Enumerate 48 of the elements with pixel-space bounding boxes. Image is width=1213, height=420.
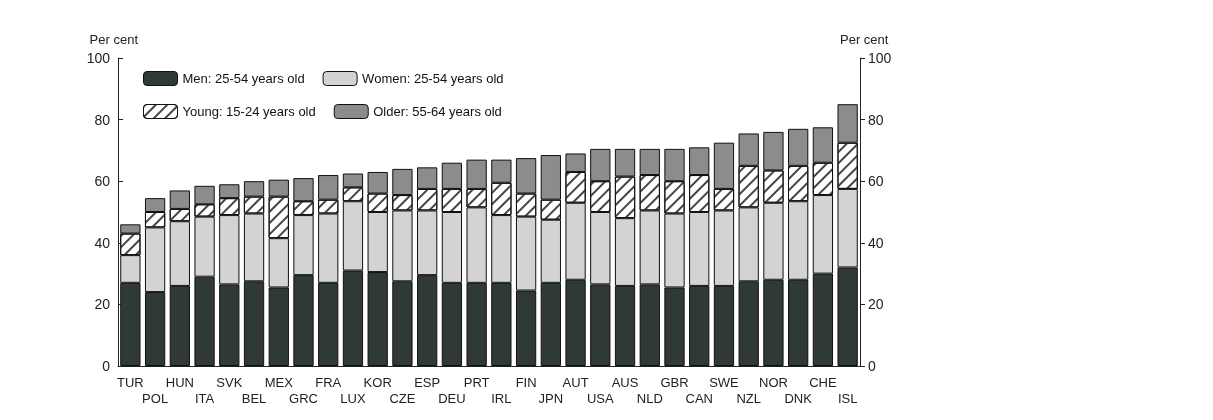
y-tick-label: 60 [94, 173, 111, 190]
x-tick-label: MEX [264, 374, 294, 390]
x-tick-label: BEL [241, 390, 267, 406]
x-tick-label: JPN [538, 390, 564, 406]
x-tick-label: ITA [194, 390, 215, 406]
x-tick-label: FIN [515, 374, 537, 390]
x-tick-label: GRC [289, 390, 318, 406]
x-tick-label: IRL [491, 390, 512, 406]
x-tick-label: AUT [562, 374, 589, 390]
x-tick-label: USA [586, 390, 614, 406]
x-tick-label: SVK [216, 374, 243, 390]
x-tick-label: NOR [758, 374, 788, 390]
x-tick-label: SWE [709, 374, 740, 390]
y-tick-label: 100 [86, 50, 111, 66]
x-tick-label: ISL [837, 390, 858, 406]
y-tick-label: 0 [102, 358, 111, 374]
x-tick-label: HUN [165, 374, 194, 390]
x-tick-label: ESP [414, 374, 441, 390]
legend-label: Women: 25-54 years old [362, 71, 504, 86]
x-tick-label: FRA [315, 374, 342, 390]
x-tick-label: CHE [809, 374, 837, 390]
x-tick-label: AUS [611, 374, 639, 390]
y2-tick-label: 60 [868, 173, 884, 190]
y2-tick-label: 100 [868, 50, 892, 66]
x-tick-label: POL [142, 390, 169, 406]
x-tick-label: GBR [660, 374, 689, 390]
y2-tick-label: 20 [868, 296, 884, 313]
y2-tick-label: 80 [868, 111, 884, 128]
x-tick-label: CAN [685, 390, 713, 406]
y2-tick-label: 0 [868, 358, 876, 374]
x-tick-label: DEU [438, 390, 466, 406]
x-tick-label: TUR [117, 374, 144, 390]
x-tick-label: KOR [363, 374, 392, 390]
x-tick-label: LUX [340, 390, 366, 406]
x-tick-label: PRT [463, 374, 490, 390]
x-tick-label: CZE [389, 390, 416, 406]
legend-label: Young: 15-24 years old [182, 104, 316, 119]
x-tick-label: NZL [736, 390, 761, 406]
y-tick-label: 20 [94, 296, 111, 313]
legend-label: Men: 25-54 years old [182, 71, 305, 86]
y2-axis-title: Per cent [840, 32, 889, 47]
y-axis-title: Per cent [89, 32, 139, 47]
x-tick-label: DNK [784, 390, 813, 406]
y-tick-label: 80 [94, 111, 111, 128]
y2-tick-label: 40 [868, 234, 884, 251]
legend-label: Older: 55-64 years old [373, 104, 502, 119]
x-tick-label: NLD [636, 390, 663, 406]
y-tick-label: 40 [94, 234, 111, 251]
